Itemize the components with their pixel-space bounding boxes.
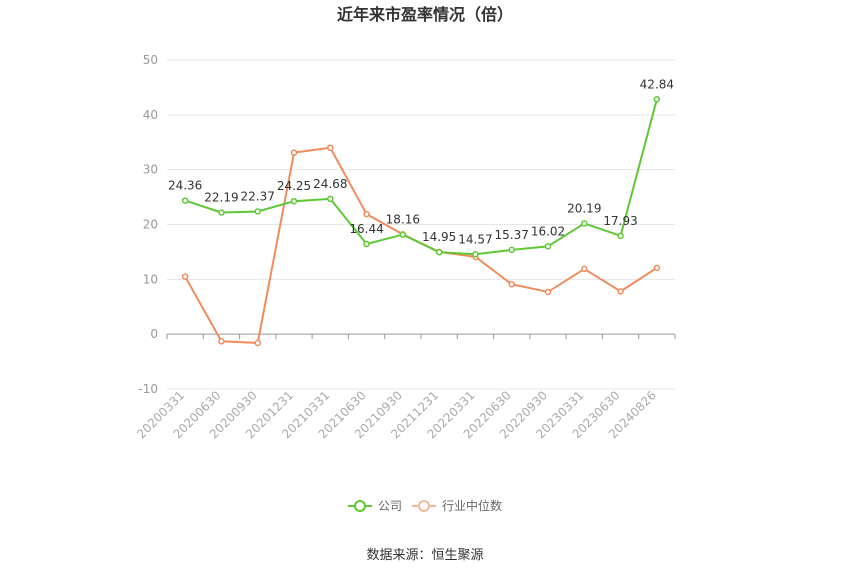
data-point[interactable]: [508, 281, 515, 288]
data-point[interactable]: [508, 246, 515, 254]
data-point[interactable]: [290, 149, 298, 156]
data-point[interactable]: [653, 264, 661, 272]
x-axis: 2020033120200630202009302020123120210331…: [134, 333, 676, 441]
data-point[interactable]: [544, 243, 552, 250]
legend-company-marker-icon: [354, 500, 366, 512]
chart-title: 近年来市盈率情况（倍）: [337, 5, 513, 24]
data-label: 24.25: [277, 179, 311, 193]
data-point[interactable]: [617, 288, 624, 295]
data-point[interactable]: [290, 197, 298, 205]
data-point[interactable]: [363, 210, 370, 218]
data-label: 15.37: [495, 228, 529, 242]
y-tick-label: -10: [138, 382, 158, 396]
data-point[interactable]: [617, 232, 624, 240]
data-point[interactable]: [181, 273, 189, 280]
series-line-1: [184, 146, 658, 344]
legend-item-company[interactable]: 公司: [348, 499, 402, 513]
data-point[interactable]: [218, 209, 225, 216]
data-point[interactable]: [472, 251, 479, 258]
legend-company-label: 公司: [378, 499, 402, 513]
data-point[interactable]: [327, 195, 334, 203]
legend-industry-marker-icon: [418, 500, 430, 512]
data-label: 14.95: [422, 230, 456, 244]
y-tick-label: 0: [150, 327, 158, 341]
y-tick-label: 20: [143, 218, 158, 232]
data-point[interactable]: [581, 265, 588, 273]
data-source: 数据来源：恒生聚源: [366, 548, 483, 563]
data-point[interactable]: [363, 240, 370, 248]
data-label: 22.19: [204, 190, 238, 204]
data-label: 20.19: [567, 201, 601, 215]
data-label: 16.02: [531, 224, 565, 238]
series-group: [181, 96, 661, 347]
data-point[interactable]: [653, 96, 661, 103]
y-axis-ticks: -10 0 10 20 30 40 50: [138, 53, 158, 396]
y-tick-label: 40: [143, 108, 158, 122]
data-point[interactable]: [254, 339, 261, 347]
data-point[interactable]: [254, 208, 261, 215]
legend-item-industry-median[interactable]: 行业中位数: [412, 498, 502, 513]
y-tick-label: 50: [143, 53, 158, 67]
data-label: 14.57: [458, 232, 492, 246]
data-label: 22.37: [241, 190, 275, 204]
data-point[interactable]: [327, 144, 334, 151]
data-label: 24.68: [313, 177, 347, 191]
data-point[interactable]: [544, 288, 552, 296]
data-point[interactable]: [581, 220, 588, 227]
data-label: 24.36: [168, 179, 202, 193]
data-point[interactable]: [399, 231, 407, 238]
series-line-0: [184, 99, 658, 256]
data-point[interactable]: [218, 338, 225, 345]
data-label: 16.44: [349, 222, 383, 236]
data-point[interactable]: [181, 197, 189, 204]
data-label: 18.16: [386, 213, 420, 227]
legend[interactable]: 公司 行业中位数: [348, 498, 502, 513]
y-tick-label: 10: [143, 272, 158, 286]
data-point[interactable]: [435, 248, 443, 256]
legend-industry-label: 行业中位数: [442, 498, 502, 513]
y-tick-label: 30: [143, 163, 158, 177]
data-label: 17.93: [603, 214, 637, 228]
grid-lines: [167, 59, 675, 390]
data-label: 42.84: [640, 77, 674, 91]
